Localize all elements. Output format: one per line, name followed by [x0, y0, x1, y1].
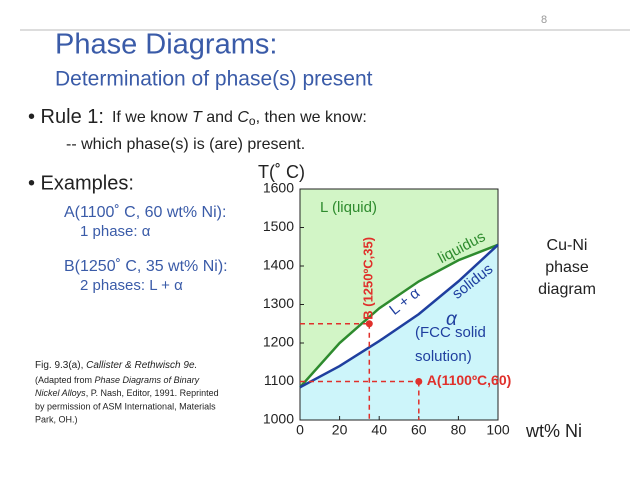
y-tick-label: 1000	[263, 411, 294, 427]
rule-sub: -- which phase(s) is (are) present.	[66, 136, 305, 153]
rule-part: C	[237, 109, 249, 126]
y-tick-label: 1400	[263, 257, 294, 273]
examples-label: • Examples:	[28, 172, 134, 194]
x-tick-label: 40	[371, 422, 387, 438]
y-tick-label: 1200	[263, 334, 294, 350]
slide-number: 8	[541, 14, 547, 26]
caption: Fig. 9.3(a), Callister & Rethwisch 9e.	[35, 360, 197, 371]
x-axis-label: wt% Ni	[525, 421, 582, 441]
caption-part: , P. Nash, Editor, 1991. Reprinted	[86, 388, 219, 398]
x-tick-label: 100	[486, 422, 510, 438]
rule-text: • Rule 1: If we know T and Co, then we kn…	[28, 106, 367, 128]
subtitle: Determination of phase(s) present	[55, 68, 373, 91]
region-label: α	[446, 309, 458, 330]
region-label: (FCC solid	[415, 324, 486, 341]
caption-part: Fig. 9.3(a),	[35, 360, 86, 371]
y-axis-label: T(˚ C)	[258, 162, 305, 182]
phase-boundary	[299, 243, 499, 389]
x-tick-label: 60	[411, 422, 427, 438]
region-label: L (liquid)	[320, 199, 377, 216]
rule-part: T	[192, 109, 203, 126]
y-tick-label: 1600	[263, 180, 294, 196]
side-label: diagram	[538, 281, 596, 298]
x-tick-label: 80	[451, 422, 467, 438]
point-label: B (1250ºC,35)	[361, 237, 376, 320]
point-label: A(1100ºC,60)	[427, 372, 512, 388]
state-point	[365, 320, 373, 328]
example-a: 1 phase: α	[80, 223, 151, 240]
caption: (Adapted from Phase Diagrams of Binary	[35, 375, 200, 385]
x-tick-label: 20	[332, 422, 348, 438]
example-b: 2 phases: L + α	[80, 277, 183, 294]
example-b: B(1250˚ C, 35 wt% Ni):	[64, 258, 228, 275]
side-label: phase	[545, 259, 589, 276]
rule-part: o	[249, 114, 256, 128]
phase-boundary	[299, 243, 499, 389]
x-tick-label: 0	[296, 422, 304, 438]
caption: Park, OH.)	[35, 414, 78, 424]
title: Phase Diagrams:	[55, 29, 277, 61]
caption-part: Phase Diagrams of Binary	[95, 375, 200, 385]
liquid-region	[300, 189, 498, 388]
caption-part: Callister & Rethwisch 9e.	[86, 360, 197, 371]
rule-part: , then we know:	[256, 109, 367, 126]
y-tick-label: 1500	[263, 218, 294, 234]
caption: Nickel Alloys, P. Nash, Editor, 1991. Re…	[35, 388, 219, 398]
rule-part: If we know	[112, 109, 192, 126]
caption-part: (Adapted from	[35, 375, 95, 385]
state-point	[415, 378, 423, 385]
region-label: solution)	[415, 348, 472, 365]
example-a: A(1100˚ C, 60 wt% Ni):	[64, 204, 226, 221]
rule-part: and	[202, 109, 238, 126]
y-tick-label: 1300	[263, 295, 294, 311]
side-label: Cu-Ni	[547, 237, 588, 254]
caption: by permission of ASM International, Mate…	[35, 401, 216, 411]
y-tick-label: 1100	[264, 372, 294, 388]
caption-part: Nickel Alloys	[35, 388, 86, 398]
solid-region	[300, 244, 498, 420]
rule-label: • Rule 1:	[28, 106, 104, 128]
